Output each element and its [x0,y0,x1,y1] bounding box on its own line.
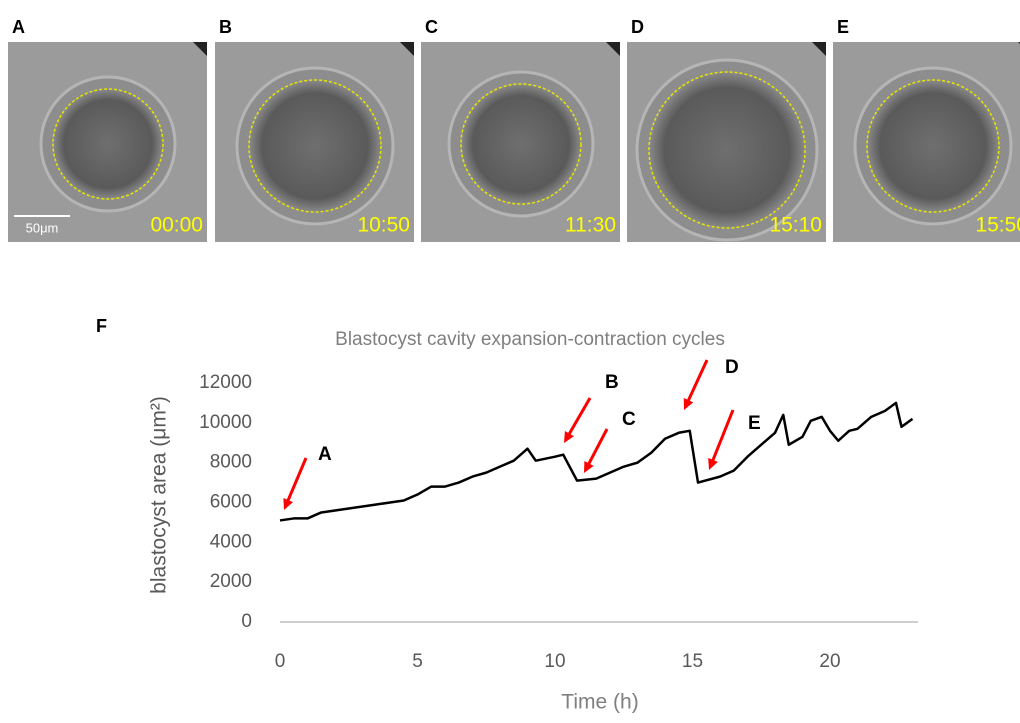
panel-label: A [12,17,25,37]
arrow-head [564,431,574,443]
panel-label: D [631,17,644,37]
y-axis-label: blastocyst area (μm²) [148,396,171,594]
arrow-head [584,461,594,473]
cell [249,80,381,212]
y-tick-label: 0 [241,611,252,632]
x-tick-label: 0 [275,651,286,672]
annotation-arrow [565,397,592,439]
panel-label: B [219,17,232,37]
arrow-head [283,498,294,510]
image-corner [193,42,207,56]
timestamp: 15:10 [769,214,822,237]
x-tick-label: 5 [412,651,423,672]
micrograph [215,42,414,242]
cell [649,72,805,228]
image-corner [400,42,414,56]
outline [648,71,806,229]
x-tick-label: 10 [544,651,565,672]
x-tick-label: 15 [682,651,703,672]
micrograph [8,42,207,242]
panel-label: C [425,17,438,37]
data-line [279,401,914,522]
arrow-head [683,398,694,410]
x-tick-label: 20 [819,651,840,672]
timestamp: 10:50 [357,214,410,237]
annotation: A [318,444,332,465]
scale-label: 50μm [26,220,59,235]
outline [866,79,1000,213]
annotation: C [622,409,636,430]
timestamp: 11:30 [565,214,616,237]
timestamp: 00:00 [150,214,203,237]
y-tick-label: 10000 [199,412,252,433]
micrograph [421,42,620,242]
arrow-head [708,458,718,470]
chart-title: Blastocyst cavity expansion-contraction … [335,329,725,350]
annotation-arrow [585,428,609,469]
y-tick-label: 6000 [210,492,252,513]
micrograph [627,42,826,242]
annotation-arrow [709,409,735,465]
annotation-arrow [685,359,709,406]
annotation: E [748,413,761,434]
annotation-arrow [284,457,308,506]
outline [248,79,382,213]
y-tick-label: 2000 [210,571,252,592]
annotation: D [725,357,739,378]
cell [867,80,999,212]
x-axis-label: Time (h) [561,691,638,714]
image-corner [606,42,620,56]
annotation: B [605,372,619,393]
cell [461,84,581,204]
outline [460,83,582,205]
timestamp: 15:50 [975,214,1020,237]
image-corner [812,42,826,56]
panel-label: F [96,316,107,336]
panel-label: E [837,17,849,37]
micrograph [833,42,1020,242]
y-tick-label: 4000 [210,531,252,552]
y-tick-label: 8000 [210,452,252,473]
cell [53,89,163,199]
outline [52,88,164,200]
y-tick-label: 12000 [199,372,252,393]
